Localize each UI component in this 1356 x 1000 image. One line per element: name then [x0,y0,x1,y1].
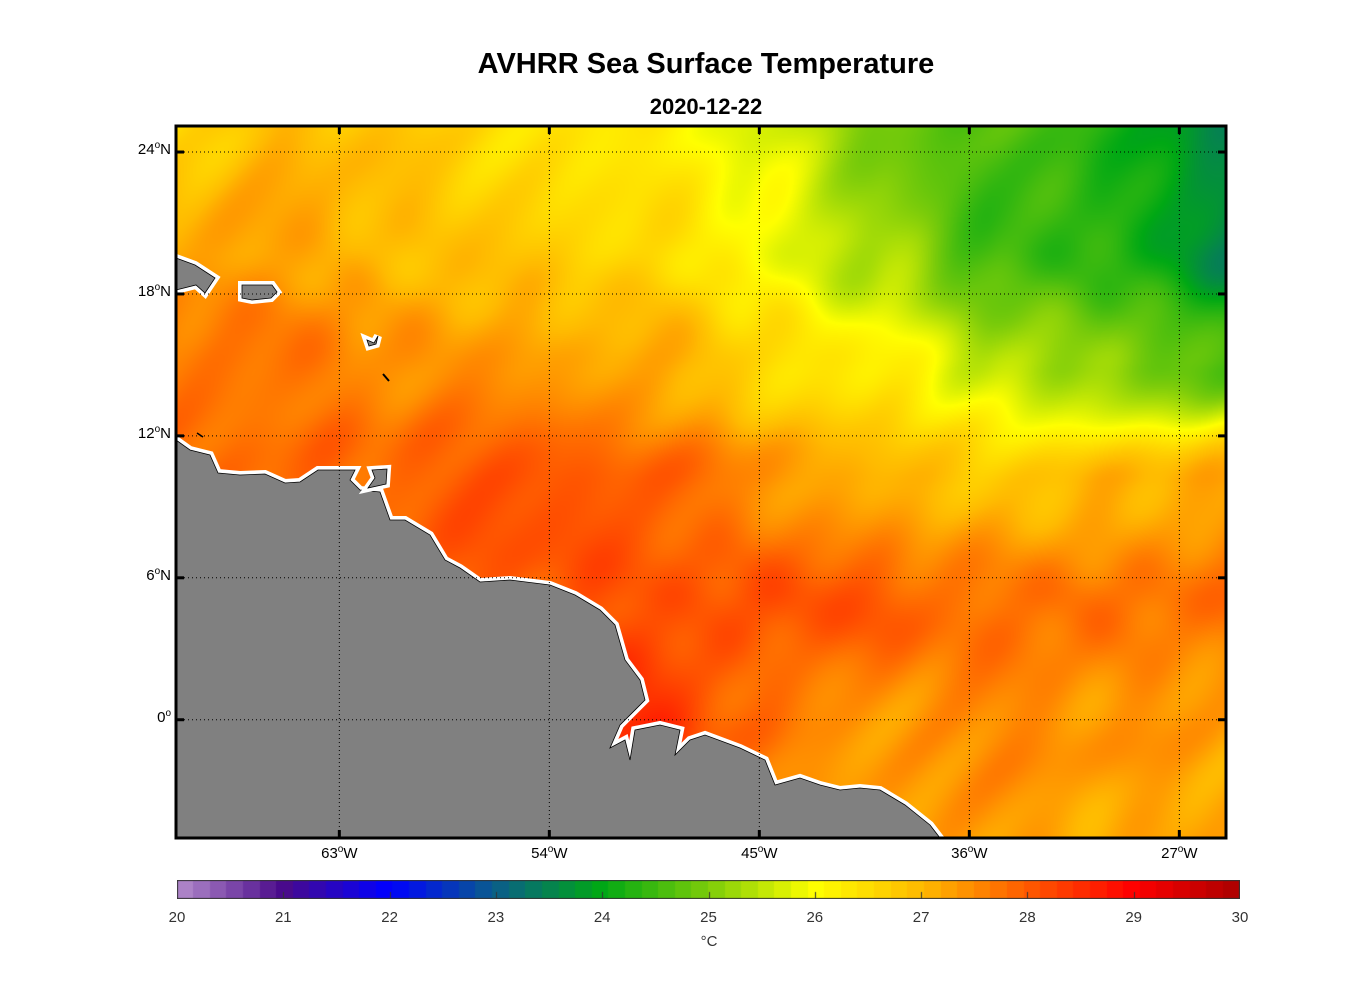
land-south-america [175,439,941,839]
colorbar-tick-label: 29 [1125,909,1143,926]
land-guadeloupe [366,335,379,347]
colorbar-tick-label: 26 [806,909,824,926]
y-tick-label: 24oN [137,140,171,159]
chart-subtitle: 2020-12-22 [649,94,763,119]
colorbar-tick-label: 28 [1019,909,1036,926]
colorbar-unit-label: °C [700,933,718,950]
y-tick-label: 6oN [146,565,171,584]
colorbar-tick-label: 22 [381,909,398,926]
chart-title: AVHRR Sea Surface Temperature [477,48,935,80]
colorbar-tick-label: 23 [487,909,505,926]
y-tick-label: 0o [157,707,171,726]
x-tick-label: 27oW [1161,844,1198,862]
colorbar [177,880,1240,899]
x-tick-label: 36oW [951,844,988,862]
x-tick-label: 54oW [531,844,568,862]
y-tick-label: 12oN [137,423,171,442]
map-frame [174,124,1228,840]
land-puerto-rico [241,284,278,301]
land-curacao [196,432,204,438]
colorbar-tick-label: 24 [593,909,611,926]
land-dominica [382,373,390,382]
colorbar-tick-label: 25 [700,909,717,926]
colorbar-tick-label: 27 [912,909,930,926]
y-tick-label: 18oN [137,281,171,300]
land-trinidad [367,468,388,489]
x-tick-label: 63oW [321,844,358,862]
colorbar-tick-label: 20 [168,909,186,926]
x-tick-label: 45oW [741,844,778,862]
colorbar-tick-label: 21 [274,909,292,926]
colorbar-tick-label: 30 [1231,909,1249,926]
